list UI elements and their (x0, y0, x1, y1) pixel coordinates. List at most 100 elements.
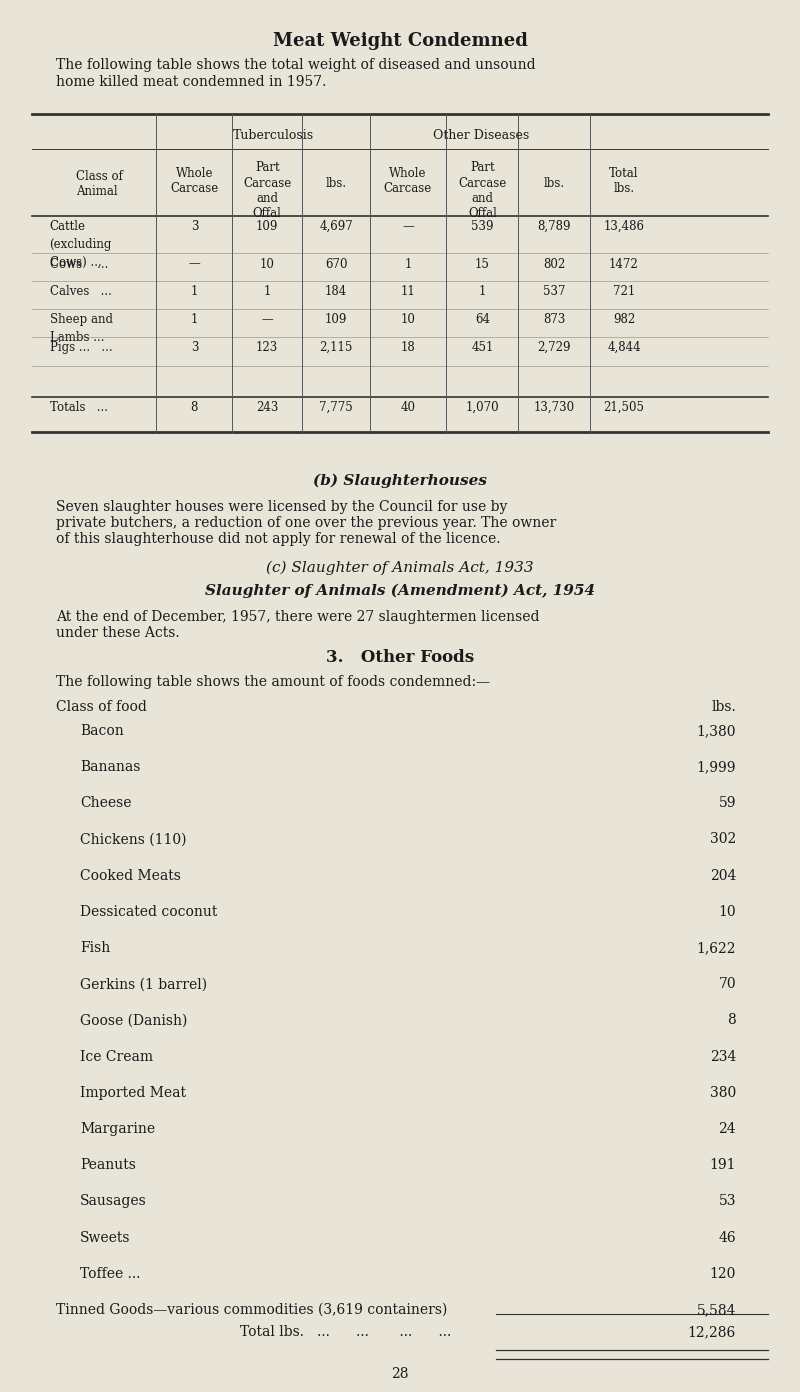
Text: 380: 380 (710, 1086, 736, 1100)
Text: Sausages: Sausages (80, 1194, 146, 1208)
Text: 53: 53 (718, 1194, 736, 1208)
Text: Offal: Offal (253, 207, 282, 220)
Text: 123: 123 (256, 341, 278, 354)
Text: Calves   ...: Calves ... (50, 285, 111, 298)
Text: 18: 18 (401, 341, 415, 354)
Text: Ice Cream: Ice Cream (80, 1050, 153, 1063)
Text: 537: 537 (543, 285, 566, 298)
Text: Bananas: Bananas (80, 760, 140, 774)
Text: The following table shows the amount of foods condemned:—: The following table shows the amount of … (56, 675, 490, 689)
Text: —: — (402, 220, 414, 232)
Text: 8,789: 8,789 (538, 220, 571, 232)
Text: 59: 59 (718, 796, 736, 810)
Text: and: and (471, 192, 494, 205)
Text: Carcase: Carcase (243, 177, 291, 189)
Text: 2,729: 2,729 (538, 341, 571, 354)
Text: Bacon: Bacon (80, 724, 124, 738)
Text: (excluding: (excluding (50, 238, 112, 251)
Text: 302: 302 (710, 832, 736, 846)
Text: 1: 1 (190, 313, 198, 326)
Text: Cooked Meats: Cooked Meats (80, 869, 181, 883)
Text: 70: 70 (718, 977, 736, 991)
Text: 5,584: 5,584 (697, 1303, 736, 1317)
Text: Imported Meat: Imported Meat (80, 1086, 186, 1100)
Text: 120: 120 (710, 1267, 736, 1281)
Text: Chickens (110): Chickens (110) (80, 832, 186, 846)
Text: 3: 3 (190, 341, 198, 354)
Text: 21,505: 21,505 (603, 401, 645, 413)
Text: Lambs ...: Lambs ... (50, 331, 104, 344)
Text: Class of: Class of (76, 170, 123, 182)
Text: Tinned Goods—various commodities (3,619 containers): Tinned Goods—various commodities (3,619 … (56, 1303, 447, 1317)
Text: Carcase: Carcase (458, 177, 506, 189)
Text: 2,115: 2,115 (319, 341, 353, 354)
Text: Sheep and: Sheep and (50, 313, 113, 326)
Text: Goose (Danish): Goose (Danish) (80, 1013, 187, 1027)
Text: Fish: Fish (80, 941, 110, 955)
Text: 191: 191 (710, 1158, 736, 1172)
Text: Carcase: Carcase (170, 182, 218, 195)
Text: 4,844: 4,844 (607, 341, 641, 354)
Text: 10: 10 (401, 313, 415, 326)
Text: 8: 8 (727, 1013, 736, 1027)
Text: 11: 11 (401, 285, 415, 298)
Text: 3.   Other Foods: 3. Other Foods (326, 649, 474, 665)
Text: (c) Slaughter of Animals Act, 1933: (c) Slaughter of Animals Act, 1933 (266, 561, 534, 575)
Text: 1,070: 1,070 (466, 401, 499, 413)
Text: Class of food: Class of food (56, 700, 147, 714)
Text: (b) Slaughterhouses: (b) Slaughterhouses (313, 473, 487, 487)
Text: The following table shows the total weight of diseased and unsound
home killed m: The following table shows the total weig… (56, 58, 536, 89)
Text: 40: 40 (401, 401, 415, 413)
Text: Part: Part (470, 161, 494, 174)
Text: Other Diseases: Other Diseases (434, 129, 530, 142)
Text: 1: 1 (404, 258, 412, 270)
Text: 12,286: 12,286 (688, 1325, 736, 1339)
Text: Slaughter of Animals (Amendment) Act, 1954: Slaughter of Animals (Amendment) Act, 19… (205, 583, 595, 597)
Text: 721: 721 (613, 285, 635, 298)
Text: 3: 3 (190, 220, 198, 232)
Text: lbs.: lbs. (544, 177, 565, 189)
Text: 1: 1 (263, 285, 271, 298)
Text: 1,999: 1,999 (697, 760, 736, 774)
Text: 1472: 1472 (609, 258, 639, 270)
Text: Margarine: Margarine (80, 1122, 155, 1136)
Text: At the end of December, 1957, there were 27 slaughtermen licensed
under these Ac: At the end of December, 1957, there were… (56, 610, 539, 640)
Text: 10: 10 (260, 258, 274, 270)
Text: Dessicated coconut: Dessicated coconut (80, 905, 218, 919)
Text: Total: Total (610, 167, 638, 180)
Text: 451: 451 (471, 341, 494, 354)
Text: 204: 204 (710, 869, 736, 883)
Text: lbs.: lbs. (326, 177, 346, 189)
Text: 982: 982 (613, 313, 635, 326)
Text: Animal: Animal (76, 185, 118, 198)
Text: —: — (189, 258, 200, 270)
Text: 670: 670 (325, 258, 347, 270)
Text: 4,697: 4,697 (319, 220, 353, 232)
Text: Cattle: Cattle (50, 220, 86, 232)
Text: Whole: Whole (176, 167, 213, 180)
Text: 46: 46 (718, 1231, 736, 1244)
Text: 1,622: 1,622 (697, 941, 736, 955)
Text: Totals   ...: Totals ... (50, 401, 107, 413)
Text: Carcase: Carcase (384, 182, 432, 195)
Text: Cheese: Cheese (80, 796, 131, 810)
Text: Whole: Whole (390, 167, 426, 180)
Text: Tuberculosis: Tuberculosis (233, 129, 314, 142)
Text: 7,775: 7,775 (319, 401, 353, 413)
Text: 234: 234 (710, 1050, 736, 1063)
Text: 1: 1 (478, 285, 486, 298)
Text: 28: 28 (391, 1367, 409, 1381)
Text: 24: 24 (718, 1122, 736, 1136)
Text: 109: 109 (256, 220, 278, 232)
Text: 109: 109 (325, 313, 347, 326)
Text: 243: 243 (256, 401, 278, 413)
Text: —: — (262, 313, 273, 326)
Text: Total lbs.   ...      ...       ...      ...: Total lbs. ... ... ... ... (240, 1325, 451, 1339)
Text: Cows    ...: Cows ... (50, 258, 108, 270)
Text: Gerkins (1 barrel): Gerkins (1 barrel) (80, 977, 207, 991)
Text: 13,730: 13,730 (534, 401, 575, 413)
Text: lbs.: lbs. (711, 700, 736, 714)
Text: Pigs ...   ...: Pigs ... ... (50, 341, 112, 354)
Text: and: and (256, 192, 278, 205)
Text: 64: 64 (475, 313, 490, 326)
